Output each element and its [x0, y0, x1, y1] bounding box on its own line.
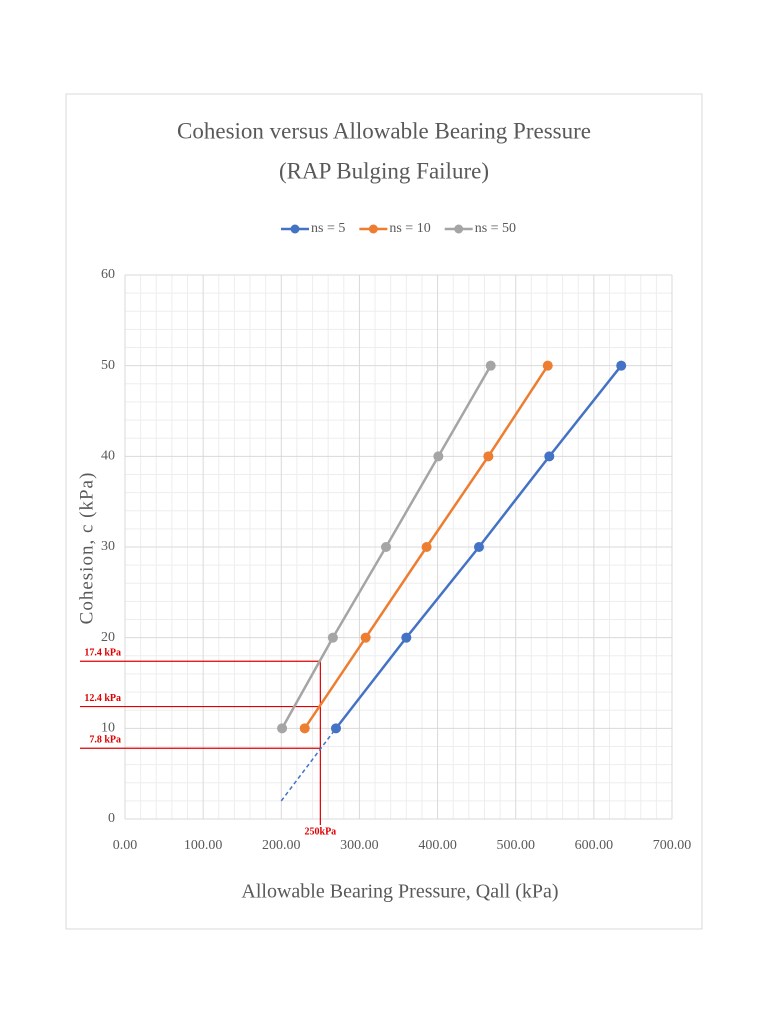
x-tick-label: 0.00: [113, 838, 138, 853]
data-point: [485, 360, 496, 371]
data-point: [433, 451, 444, 462]
data-point: [327, 632, 338, 643]
legend-label: ns = 5: [311, 221, 345, 236]
x-tick-label: 600.00: [575, 838, 614, 853]
chart-title: Cohesion versus Allowable Bearing Pressu…: [177, 118, 591, 143]
data-point: [277, 723, 288, 734]
x-tick-label: 400.00: [418, 838, 457, 853]
data-point: [483, 451, 494, 462]
legend-marker: [454, 224, 464, 234]
x-tick-label: 200.00: [262, 838, 301, 853]
trend-extension: [280, 727, 337, 802]
marker-label: 17.4 kPa: [84, 648, 121, 659]
y-tick-label: 20: [101, 630, 115, 645]
x-tick-label: 300.00: [340, 838, 379, 853]
legend-label: ns = 10: [389, 221, 430, 236]
y-tick-label: 60: [101, 267, 115, 282]
data-point: [380, 542, 391, 552]
x-tick-label: 500.00: [496, 838, 535, 853]
y-tick-label: 50: [101, 358, 115, 373]
x-tick-label: 700.00: [653, 838, 692, 853]
data-point: [299, 723, 310, 734]
data-point: [360, 632, 371, 643]
legend-label: ns = 50: [475, 221, 516, 236]
y-tick-label: 30: [101, 539, 115, 554]
y-axis-label: Cohesion, c (kPa): [76, 472, 97, 625]
x-axis-label: Allowable Bearing Pressure, Qall (kPa): [241, 881, 558, 903]
data-point: [542, 360, 553, 371]
data-point: [421, 542, 432, 552]
y-tick-label: 40: [101, 449, 115, 464]
chart-subtitle: (RAP Bulging Failure): [279, 158, 489, 183]
data-point: [330, 723, 341, 734]
marker-label: 250kPa: [305, 826, 337, 837]
marker-label: 7.8 kPa: [89, 735, 121, 746]
legend-marker: [368, 224, 378, 234]
data-point: [544, 451, 555, 462]
data-point: [473, 542, 484, 552]
data-point: [401, 632, 412, 643]
data-point: [616, 360, 627, 371]
chart-frame: [65, 93, 703, 930]
y-tick-label: 0: [108, 811, 115, 826]
marker-label: 12.4 kPa: [84, 693, 121, 704]
y-tick-label: 10: [101, 721, 115, 736]
x-tick-label: 100.00: [184, 838, 223, 853]
legend-marker: [290, 224, 300, 234]
